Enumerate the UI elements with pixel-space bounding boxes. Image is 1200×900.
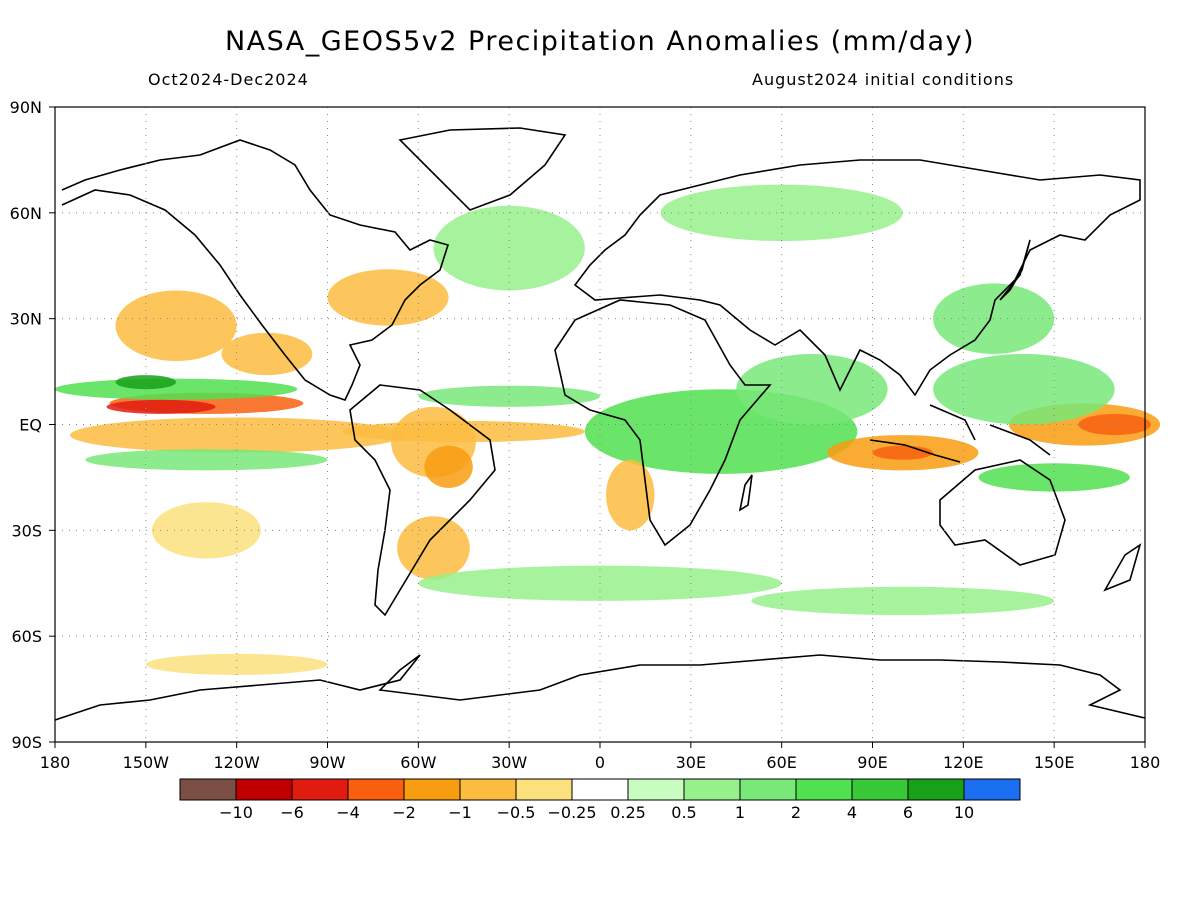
- anomaly-region: [872, 445, 934, 460]
- lat-label: 60S: [11, 627, 42, 646]
- forecast-period: Oct2024-Dec2024: [148, 70, 309, 89]
- colorbar: [179, 778, 1021, 801]
- coastlines: [54, 127, 1146, 721]
- anomaly-region: [606, 459, 655, 531]
- colorbar-swatch: [963, 778, 1021, 801]
- lat-label: 30S: [11, 521, 42, 540]
- anomaly-region: [397, 516, 470, 580]
- initial-conditions: August2024 initial conditions: [752, 70, 1015, 89]
- colorbar-labels: −10 −6 −4 −2 −1 −0.5 −0.25 0.25 0.5 1 2 4 6 10: [219, 803, 974, 822]
- colorbar-swatch: [795, 778, 853, 801]
- lon-label: 150E: [1034, 753, 1075, 772]
- colorbar-swatch: [347, 778, 405, 801]
- lon-label: 180: [40, 753, 71, 772]
- south-america-coast: [349, 384, 496, 617]
- colorbar-swatch: [627, 778, 685, 801]
- north-america-coast: [61, 139, 450, 401]
- anomaly-region: [151, 502, 261, 559]
- anomaly-region: [70, 417, 404, 453]
- lon-label: 30W: [491, 753, 527, 772]
- lon-label: 180: [1130, 753, 1161, 772]
- anomaly-region: [433, 205, 585, 291]
- lon-label: 0: [595, 753, 605, 772]
- madagascar-coast: [738, 474, 753, 512]
- colorbar-swatch: [571, 778, 629, 801]
- colorbar-swatch: [235, 778, 293, 801]
- colorbar-label: 1: [735, 803, 745, 822]
- colorbar-label: 4: [847, 803, 857, 822]
- lat-label: EQ: [19, 416, 42, 435]
- latitude-labels: 90N 60N 30N EQ 30S 60S 90S: [10, 98, 55, 752]
- lon-label: 90E: [857, 753, 887, 772]
- anomaly-region: [342, 420, 585, 443]
- indonesia-coast: [869, 404, 1051, 463]
- longitude-labels: 180 150W 120W 90W 60W 30W 0 30E 60E 90E 120E 150E 18…: [40, 742, 1161, 772]
- colorbar-swatch: [179, 778, 237, 801]
- anomaly-region: [85, 449, 328, 471]
- colorbar-swatch: [291, 778, 349, 801]
- anomaly-region: [106, 399, 216, 414]
- colorbar-label: 6: [903, 803, 913, 822]
- anomaly-region: [978, 463, 1130, 492]
- lat-label: 60N: [10, 204, 42, 223]
- anomaly-field: [55, 184, 1161, 675]
- lon-label: 150W: [123, 753, 170, 772]
- anomaly-region: [115, 290, 237, 361]
- lat-label: 30N: [10, 310, 42, 329]
- colorbar-swatch: [459, 778, 517, 801]
- australia-coast: [939, 459, 1066, 566]
- lat-lon-grid: [55, 107, 1145, 742]
- japan-coast: [999, 239, 1031, 301]
- colorbar-swatch: [683, 778, 741, 801]
- anomaly-region: [424, 445, 473, 489]
- colorbar-label: 0.5: [671, 803, 696, 822]
- colorbar-label: −0.25: [547, 803, 596, 822]
- colorbar-label: −6: [280, 803, 304, 822]
- anomaly-region: [1078, 413, 1152, 436]
- colorbar-label: 10: [954, 803, 974, 822]
- anomaly-region: [933, 353, 1115, 425]
- anomaly-region: [327, 269, 449, 326]
- lat-label: 90S: [11, 733, 42, 752]
- colorbar-label: −2: [392, 803, 416, 822]
- colorbar-swatch: [739, 778, 797, 801]
- anomaly-region: [736, 353, 888, 425]
- lon-label: 60E: [766, 753, 796, 772]
- lon-label: 120W: [213, 753, 260, 772]
- colorbar-label: −4: [336, 803, 360, 822]
- lon-label: 60W: [400, 753, 436, 772]
- colorbar-swatch: [907, 778, 965, 801]
- anomaly-region: [751, 586, 1055, 616]
- colorbar-swatch: [403, 778, 461, 801]
- colorbar-label: −0.5: [497, 803, 536, 822]
- anomaly-region: [115, 375, 177, 390]
- africa-coast: [554, 299, 772, 547]
- colorbar-swatch: [851, 778, 909, 801]
- colorbar-label: −1: [448, 803, 472, 822]
- colorbar-swatch: [515, 778, 573, 801]
- new-zealand-coast: [1103, 543, 1142, 592]
- colorbar-label: 2: [791, 803, 801, 822]
- anomaly-region: [418, 385, 600, 407]
- lon-label: 30E: [676, 753, 706, 772]
- map-title: NASA_GEOS5v2 Precipitation Anomalies (mm…: [224, 26, 976, 57]
- colorbar-label: 0.25: [610, 803, 646, 822]
- lon-label: 120E: [943, 753, 984, 772]
- anomaly-region: [55, 378, 298, 400]
- lon-label: 90W: [309, 753, 345, 772]
- greenland-coast: [398, 127, 567, 211]
- antarctica-coast: [54, 654, 1146, 721]
- colorbar-label: −10: [219, 803, 253, 822]
- anomaly-region: [221, 332, 313, 376]
- lat-label: 90N: [10, 98, 42, 117]
- anomaly-region: [145, 653, 328, 675]
